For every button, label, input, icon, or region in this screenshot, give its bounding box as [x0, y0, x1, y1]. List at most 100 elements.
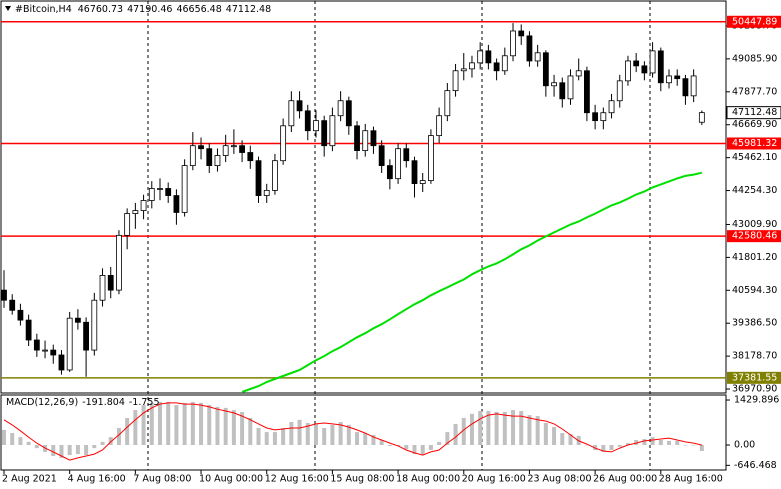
candle-body — [255, 160, 262, 196]
candle-body — [74, 317, 81, 323]
macd-bar — [642, 439, 647, 445]
macd-signal — [3, 402, 703, 461]
macd-bar — [75, 445, 80, 455]
y-tick-label: 47877.70 — [732, 86, 777, 97]
candle-body — [206, 148, 213, 166]
x-tick-label: 4 Aug 16:00 — [68, 474, 126, 485]
macd-bar — [297, 419, 302, 445]
price-level-label: 42580.46 — [732, 231, 777, 242]
macd-bar — [59, 445, 64, 458]
candle-body — [600, 112, 607, 122]
y-tick-label: 36970.90 — [732, 384, 777, 395]
macd-bar — [371, 434, 376, 445]
candle-body — [493, 62, 500, 72]
macd-bar — [313, 423, 318, 445]
candle-body — [641, 65, 648, 74]
candle-body — [198, 145, 204, 150]
macd-bar — [584, 445, 589, 446]
candle-body — [296, 100, 303, 112]
macd-bar — [256, 428, 261, 445]
candle-body — [157, 188, 163, 190]
menu-arrow[interactable] — [5, 6, 11, 11]
candle-body — [542, 52, 549, 87]
macd-title: MACD(12,26,9) — [6, 397, 78, 408]
candle-body — [419, 180, 426, 184]
x-tick-label: 28 Aug 16:00 — [659, 474, 723, 485]
low-value: 46656.48 — [176, 4, 221, 15]
candle-body — [25, 319, 32, 341]
candle-body — [649, 50, 656, 74]
price-level-tag — [727, 371, 781, 384]
macd-bar — [453, 423, 458, 445]
candle-body — [501, 55, 508, 72]
macd-bar — [207, 405, 212, 445]
macd-bar — [667, 440, 672, 445]
macd-bar — [387, 445, 392, 446]
macd-bar — [650, 437, 655, 445]
price-level-label: 37381.55 — [732, 372, 777, 383]
axes: 36970.90 38178.70 39386.50 40594.30 41801.20… — [2, 15, 781, 485]
candle-body — [386, 165, 393, 180]
macd-bar — [634, 439, 639, 445]
candle-body — [222, 145, 229, 156]
macd-bar — [174, 405, 179, 445]
macd-pane-frame — [0, 394, 727, 471]
candle-body — [592, 112, 599, 122]
macd-bar — [92, 445, 97, 449]
candle-body — [329, 115, 336, 147]
macd-y-tick-label: 1429.896 — [734, 395, 779, 406]
candle-body — [452, 70, 459, 92]
macd-bar — [437, 441, 442, 445]
x-tick-label: 26 Aug 00:00 — [593, 474, 657, 485]
candle-body — [9, 299, 16, 311]
macd-pane — [2, 401, 704, 461]
macd-bar — [683, 445, 688, 446]
candle-body — [50, 349, 57, 356]
macd-bar — [675, 440, 680, 445]
candle-body — [411, 160, 418, 184]
candle-body — [510, 30, 516, 57]
macd-bar — [428, 445, 433, 451]
macd-bar — [215, 406, 220, 445]
y-tick-label: 49085.90 — [732, 53, 777, 64]
macd-bar — [125, 417, 130, 445]
macd-bar — [486, 411, 491, 445]
macd-bar — [338, 422, 343, 445]
macd-bar — [658, 439, 663, 445]
candle-body — [657, 50, 664, 84]
x-tick-label: 2 Aug 2021 — [2, 474, 57, 485]
macd-bar — [469, 413, 474, 445]
macd-bar — [34, 445, 39, 449]
current-price-label: 47112.48 — [732, 107, 777, 118]
x-tick-label: 15 Aug 08:00 — [330, 474, 394, 485]
y-tick-label: 38178.70 — [732, 351, 777, 362]
close-value: 47112.48 — [226, 4, 271, 15]
macd-bar — [190, 401, 195, 445]
macd-bar — [149, 402, 154, 445]
macd-bar — [461, 417, 466, 445]
price-level-label: 50447.89 — [732, 16, 777, 27]
macd-bar — [535, 416, 540, 445]
candle-body — [321, 120, 328, 147]
candle-body — [280, 125, 287, 162]
macd-bar — [166, 401, 171, 445]
y-tick-label: 46669.90 — [732, 119, 777, 130]
candle-body — [214, 155, 221, 166]
candle-body — [666, 75, 672, 84]
x-tick-label: 20 Aug 16:00 — [462, 474, 526, 485]
macd-bar — [355, 432, 360, 445]
macd-bar — [10, 433, 15, 445]
candle-body — [99, 275, 106, 301]
macd-bar — [100, 441, 105, 445]
candle-body — [313, 120, 319, 132]
macd-bar — [281, 428, 286, 445]
macd-bar — [691, 445, 696, 446]
candle-body — [567, 75, 574, 100]
high-value: 47190.46 — [127, 4, 172, 15]
candle-body — [1, 289, 7, 301]
candle-body — [132, 210, 139, 214]
candle-body — [469, 62, 475, 70]
macd-bar — [494, 411, 499, 445]
macd-bar — [568, 433, 573, 445]
open-value: 46760.73 — [78, 4, 123, 15]
